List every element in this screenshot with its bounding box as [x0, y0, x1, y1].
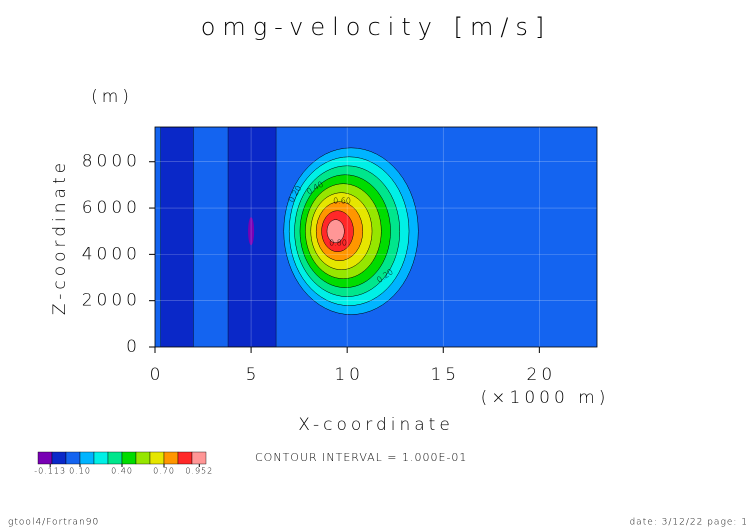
colorbar-box [163, 451, 179, 465]
colorbar-box [177, 451, 193, 465]
colorbar-tick-label: -0.113 [34, 467, 66, 476]
footer-right: date: 3/12/22 page: 1 [629, 518, 748, 528]
colorbar-box [37, 451, 53, 465]
colorbar-box [51, 451, 67, 465]
x-tick-label: 20 [527, 365, 557, 385]
y-tick-label: 0 [126, 337, 141, 357]
y-tick-label: 6000 [82, 198, 141, 218]
y-axis-label: Z-coordinate [50, 159, 70, 315]
y-unit: (m) [91, 87, 133, 107]
contour-label: 0.60 [333, 197, 351, 206]
x-tick-label: 0 [150, 365, 165, 385]
colorbar-box [149, 451, 165, 465]
x-tick-label: 15 [430, 365, 460, 385]
y-tick-label: 8000 [82, 152, 141, 172]
colorbar-tick-label: 0.70 [153, 467, 175, 476]
plot-area [155, 127, 597, 347]
y-tick-label: 2000 [82, 291, 141, 311]
colorbar-box [121, 451, 137, 465]
contour-label: 0.80 [329, 239, 347, 248]
chart-title: omg-velocity [m/s] [201, 13, 552, 41]
contour-note: CONTOUR INTERVAL = 1.000E-01 [255, 451, 467, 464]
colorbar-box [135, 451, 151, 465]
colorbar-box [65, 451, 81, 465]
colorbar-box [93, 451, 109, 465]
x-tick-label: 5 [246, 365, 261, 385]
footer-left: gtool4/Fortran90 [8, 518, 99, 528]
x-axis-label: X-coordinate [298, 415, 454, 435]
negative-core [248, 217, 255, 246]
plot-frame [154, 126, 598, 348]
colorbar-box [79, 451, 95, 465]
colorbar-box [107, 451, 123, 465]
contour-band [326, 219, 345, 244]
colorbar-tick-label: 0.40 [111, 467, 133, 476]
x-unit: (×1000 m) [481, 388, 610, 408]
negative-band [160, 127, 194, 347]
x-tick-label: 10 [334, 365, 364, 385]
colorbar-box [191, 451, 207, 465]
y-tick-label: 4000 [82, 244, 141, 264]
colorbar-tick-label: 0.952 [185, 467, 213, 476]
colorbar-tick-label: 0.10 [69, 467, 91, 476]
